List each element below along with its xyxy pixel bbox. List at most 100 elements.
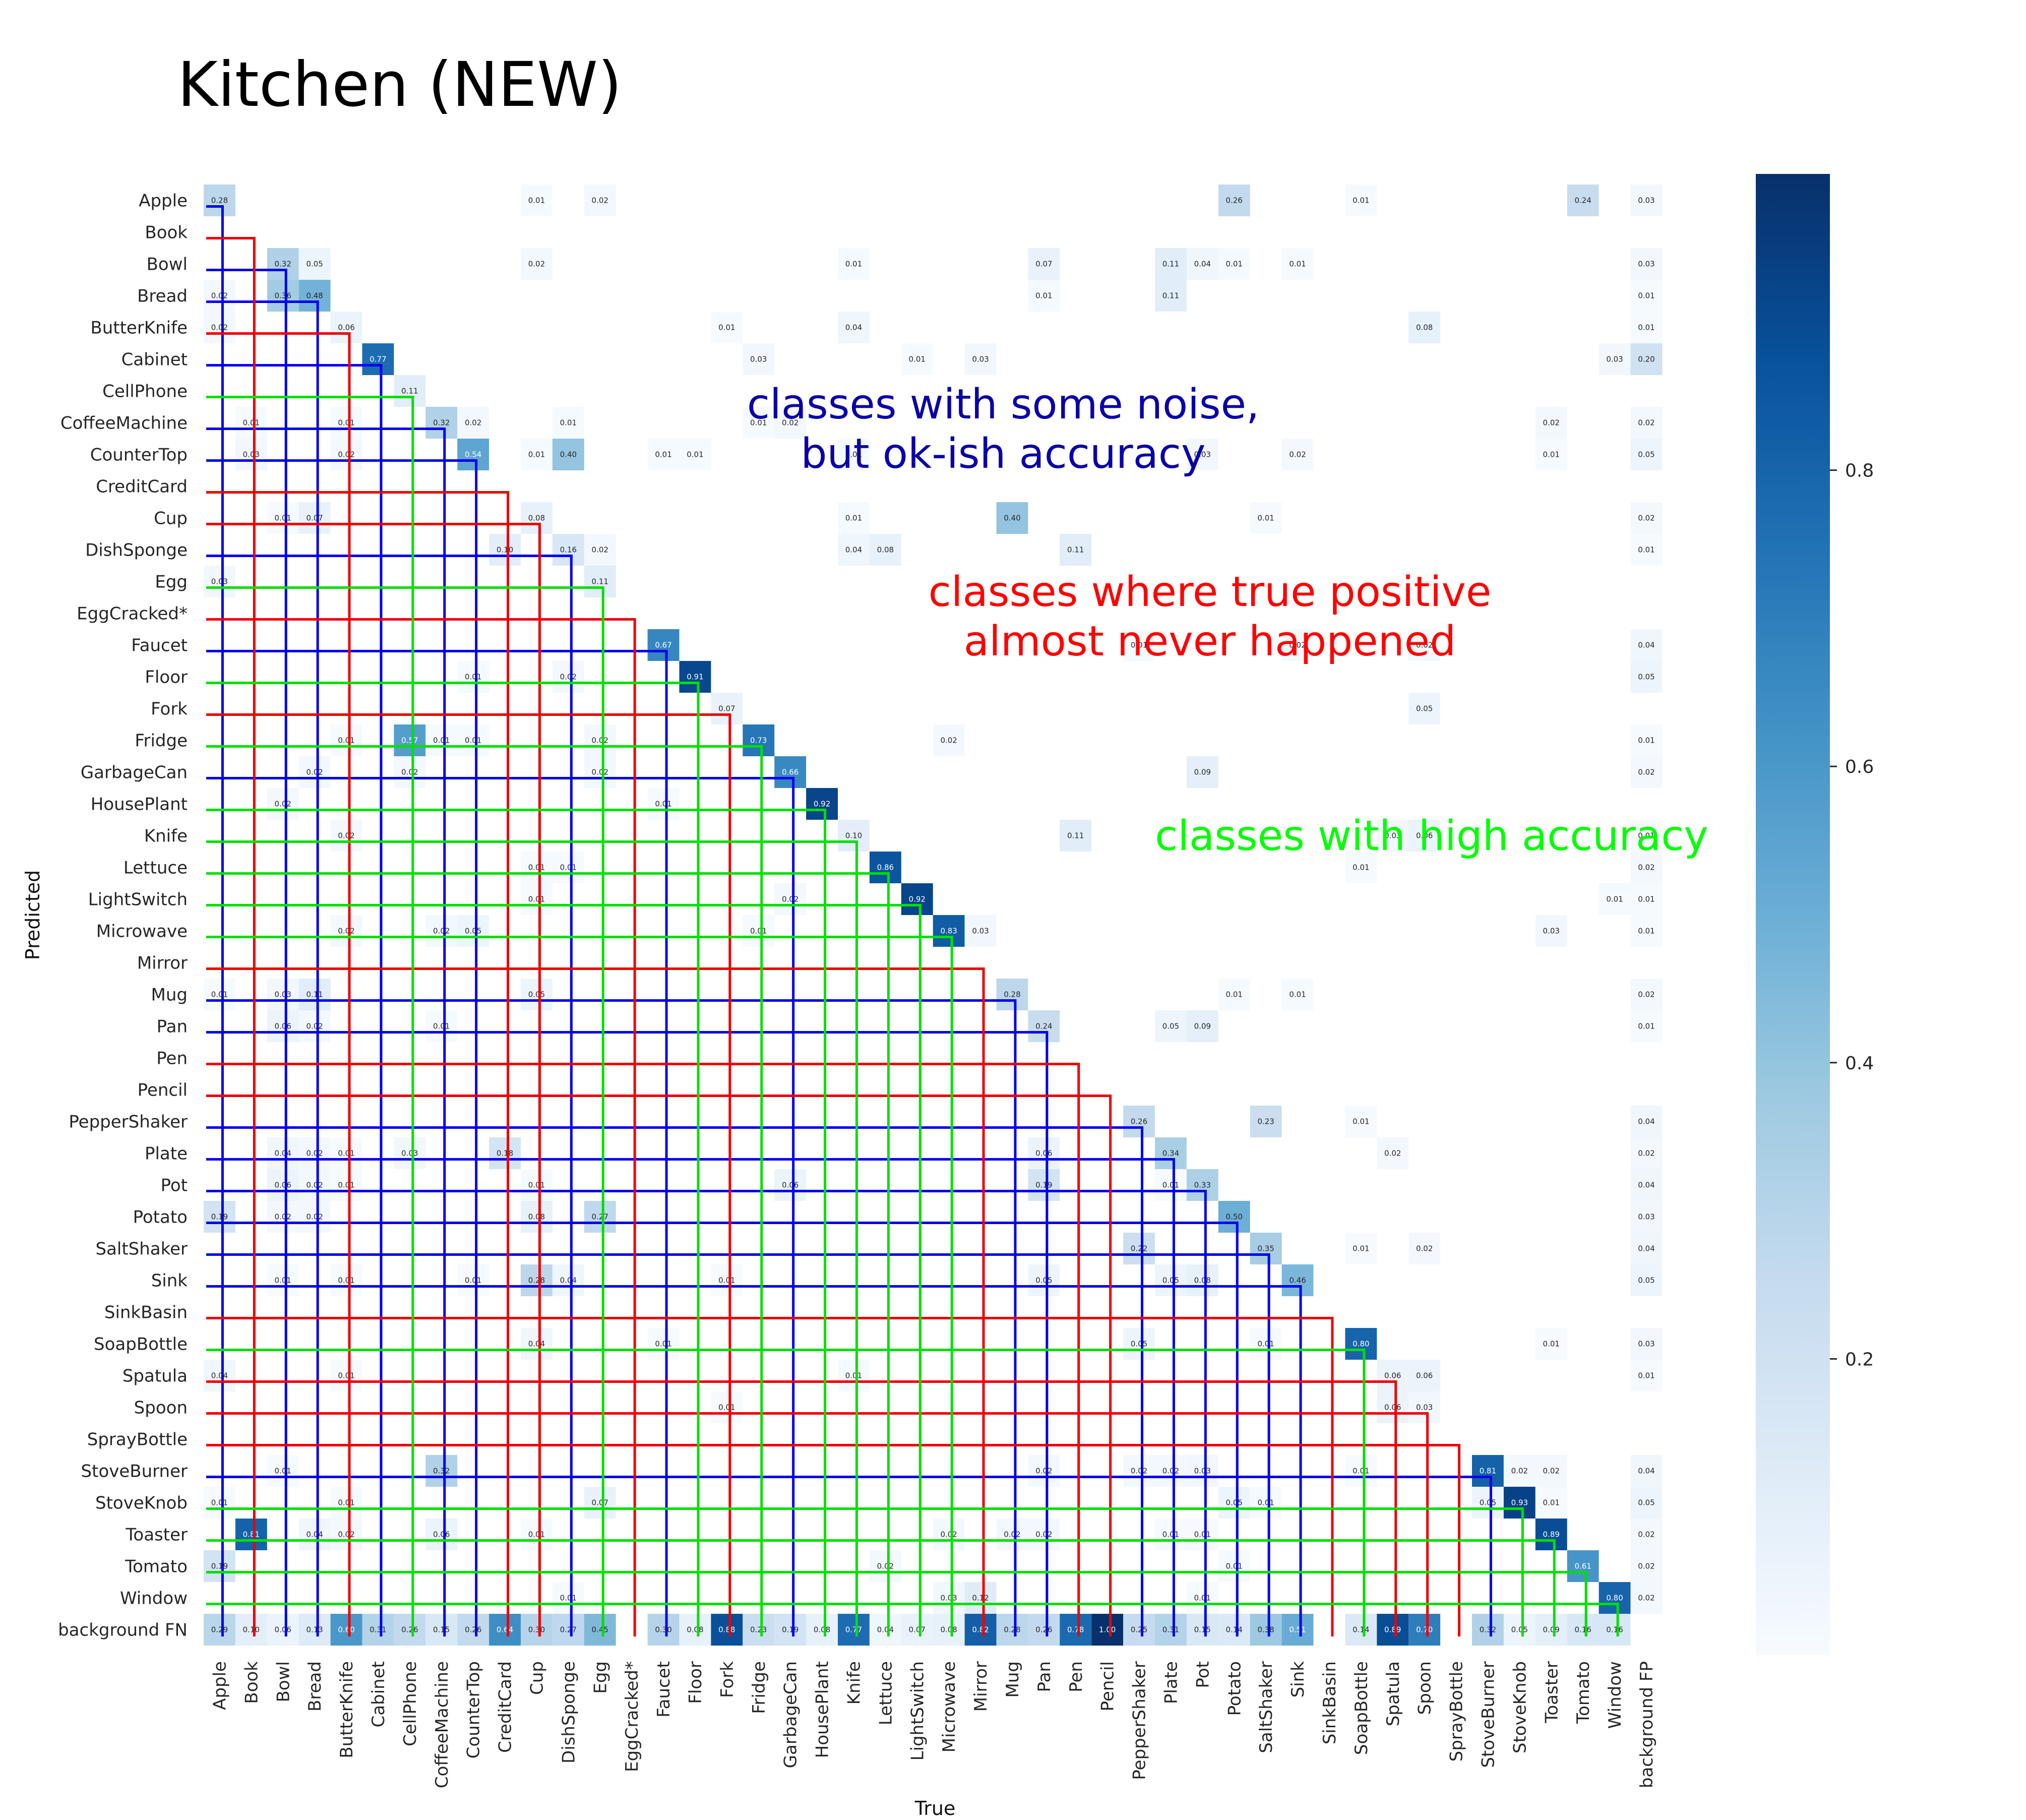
heatmap-cell <box>1599 883 1631 915</box>
heatmap-cell <box>1218 185 1250 216</box>
cell-value-label: 0.01 <box>1194 1530 1211 1539</box>
annotation-text: but ok-ish accuracy <box>801 430 1206 478</box>
cell-value-label: 0.03 <box>1194 450 1211 459</box>
column-tick-label: Mug <box>1003 1661 1023 1697</box>
cell-value-label: 0.91 <box>687 673 703 682</box>
heatmap-cell <box>204 312 235 343</box>
cell-value-label: 0.06 <box>1384 1371 1401 1380</box>
cell-value-label: 0.14 <box>1353 1625 1369 1634</box>
heatmap-cell <box>425 1614 458 1646</box>
annotation-line <box>206 840 858 1636</box>
row-tick-label: Bowl <box>147 255 188 275</box>
heatmap-cell <box>235 1519 267 1550</box>
row-tick-label: HousePlant <box>91 795 188 815</box>
annotation-line <box>206 618 636 1636</box>
heatmap-cell <box>1155 1169 1187 1201</box>
row-tick-label: Pen <box>156 1049 188 1069</box>
cell-value-label: 0.19 <box>211 1562 228 1571</box>
cell-value-label: 0.04 <box>1638 641 1654 650</box>
cell-value-label: 0.06 <box>275 1022 291 1031</box>
cell-value-label: 0.34 <box>1162 1149 1179 1158</box>
heatmap-cell <box>584 534 616 566</box>
row-tick-label: Tomato <box>125 1557 188 1577</box>
heatmap-cell <box>1567 1614 1599 1646</box>
heatmap-cell <box>1281 248 1314 280</box>
heatmap-cell <box>1091 1614 1124 1646</box>
heatmap-cell <box>552 661 584 693</box>
heatmap-cell <box>1535 915 1567 947</box>
heatmap-cell <box>1630 1106 1663 1137</box>
column-tick-label: Book <box>241 1661 262 1704</box>
cell-value-label: 0.01 <box>750 927 767 936</box>
cell-value-label: 0.02 <box>433 927 450 936</box>
heatmap-cell <box>457 407 489 439</box>
heatmap-cell <box>298 1201 331 1233</box>
cell-value-label: 0.82 <box>972 1625 989 1634</box>
row-tick-label: Toaster <box>125 1525 188 1545</box>
cell-value-label: 0.02 <box>1416 1244 1433 1253</box>
heatmap-cell <box>235 439 267 470</box>
heatmap-cell <box>1630 756 1663 788</box>
cell-value-label: 0.28 <box>1004 1625 1020 1634</box>
heatmap-cell <box>1377 1614 1409 1646</box>
heatmap-cell <box>1028 1614 1060 1646</box>
heatmap-cell <box>330 1137 362 1169</box>
column-tick-label: Sink <box>1288 1661 1308 1698</box>
cell-value-label: 0.73 <box>750 736 767 745</box>
heatmap-cell <box>933 724 965 756</box>
cell-value-label: 0.89 <box>1543 1530 1560 1539</box>
cell-value-label: 0.46 <box>1289 1276 1306 1285</box>
cell-value-label: 0.01 <box>1638 545 1654 555</box>
cell-value-label: 0.02 <box>1638 990 1654 999</box>
heatmap-cell <box>901 1614 933 1646</box>
cell-value-label: 0.60 <box>338 1625 354 1634</box>
annotation-line <box>206 491 510 1636</box>
heatmap-cell <box>774 883 807 915</box>
heatmap-cell <box>1123 1455 1155 1487</box>
cell-value-label: 0.83 <box>940 927 957 936</box>
row-tick-label: PepperShaker <box>69 1112 188 1132</box>
heatmap-cell <box>489 1137 521 1169</box>
cell-value-label: 0.03 <box>1638 1212 1654 1222</box>
cell-value-label: 0.01 <box>433 736 450 745</box>
cell-value-label: 0.01 <box>1638 927 1654 936</box>
row-tick-label: CellPhone <box>102 382 188 402</box>
cell-value-label: 0.02 <box>275 800 291 809</box>
cell-value-label: 0.01 <box>1606 895 1623 904</box>
heatmap-cell <box>1155 1614 1187 1646</box>
column-tick-label: CellPhone <box>400 1661 420 1746</box>
heatmap-cell <box>679 439 711 470</box>
heatmap-cell <box>204 1614 235 1646</box>
heatmap-cell <box>1630 1455 1663 1487</box>
heatmap-cell <box>1186 756 1218 788</box>
cell-value-label: 0.04 <box>1638 1181 1654 1190</box>
heatmap-cell <box>647 629 680 661</box>
cell-value-label: 0.01 <box>1226 990 1243 999</box>
heatmap-cell <box>267 280 299 312</box>
cell-value-label: 0.03 <box>1543 927 1560 936</box>
heatmap-cell <box>1060 1614 1092 1646</box>
heatmap-cell <box>1123 1614 1155 1646</box>
heatmap-cell <box>711 312 743 343</box>
column-tick-label: CounterTop <box>464 1661 484 1758</box>
cell-value-label: 0.31 <box>1162 1625 1179 1634</box>
cell-value-label: 0.02 <box>306 1149 323 1158</box>
heatmap-cell <box>267 1201 299 1233</box>
annotation-line <box>206 809 827 1636</box>
cell-value-label: 0.28 <box>211 196 228 205</box>
column-tick-label: Faucet <box>654 1661 674 1718</box>
heatmap-cell <box>1472 1455 1504 1487</box>
cell-value-label: 0.01 <box>560 863 577 872</box>
cell-value-label: 0.02 <box>592 736 608 745</box>
heatmap-cell <box>425 1519 458 1550</box>
cell-value-label: 0.02 <box>528 260 545 269</box>
heatmap-cell <box>1250 1233 1282 1264</box>
column-tick-label: Fork <box>717 1661 738 1698</box>
cell-value-label: 0.01 <box>1543 450 1560 459</box>
cell-value-label: 0.02 <box>306 1212 323 1222</box>
heatmap-cell <box>1630 1360 1663 1391</box>
heatmap-cell <box>933 1582 965 1614</box>
heatmap-cell <box>330 1614 362 1646</box>
heatmap-cell <box>1408 1391 1441 1423</box>
heatmap-cell <box>394 375 426 407</box>
